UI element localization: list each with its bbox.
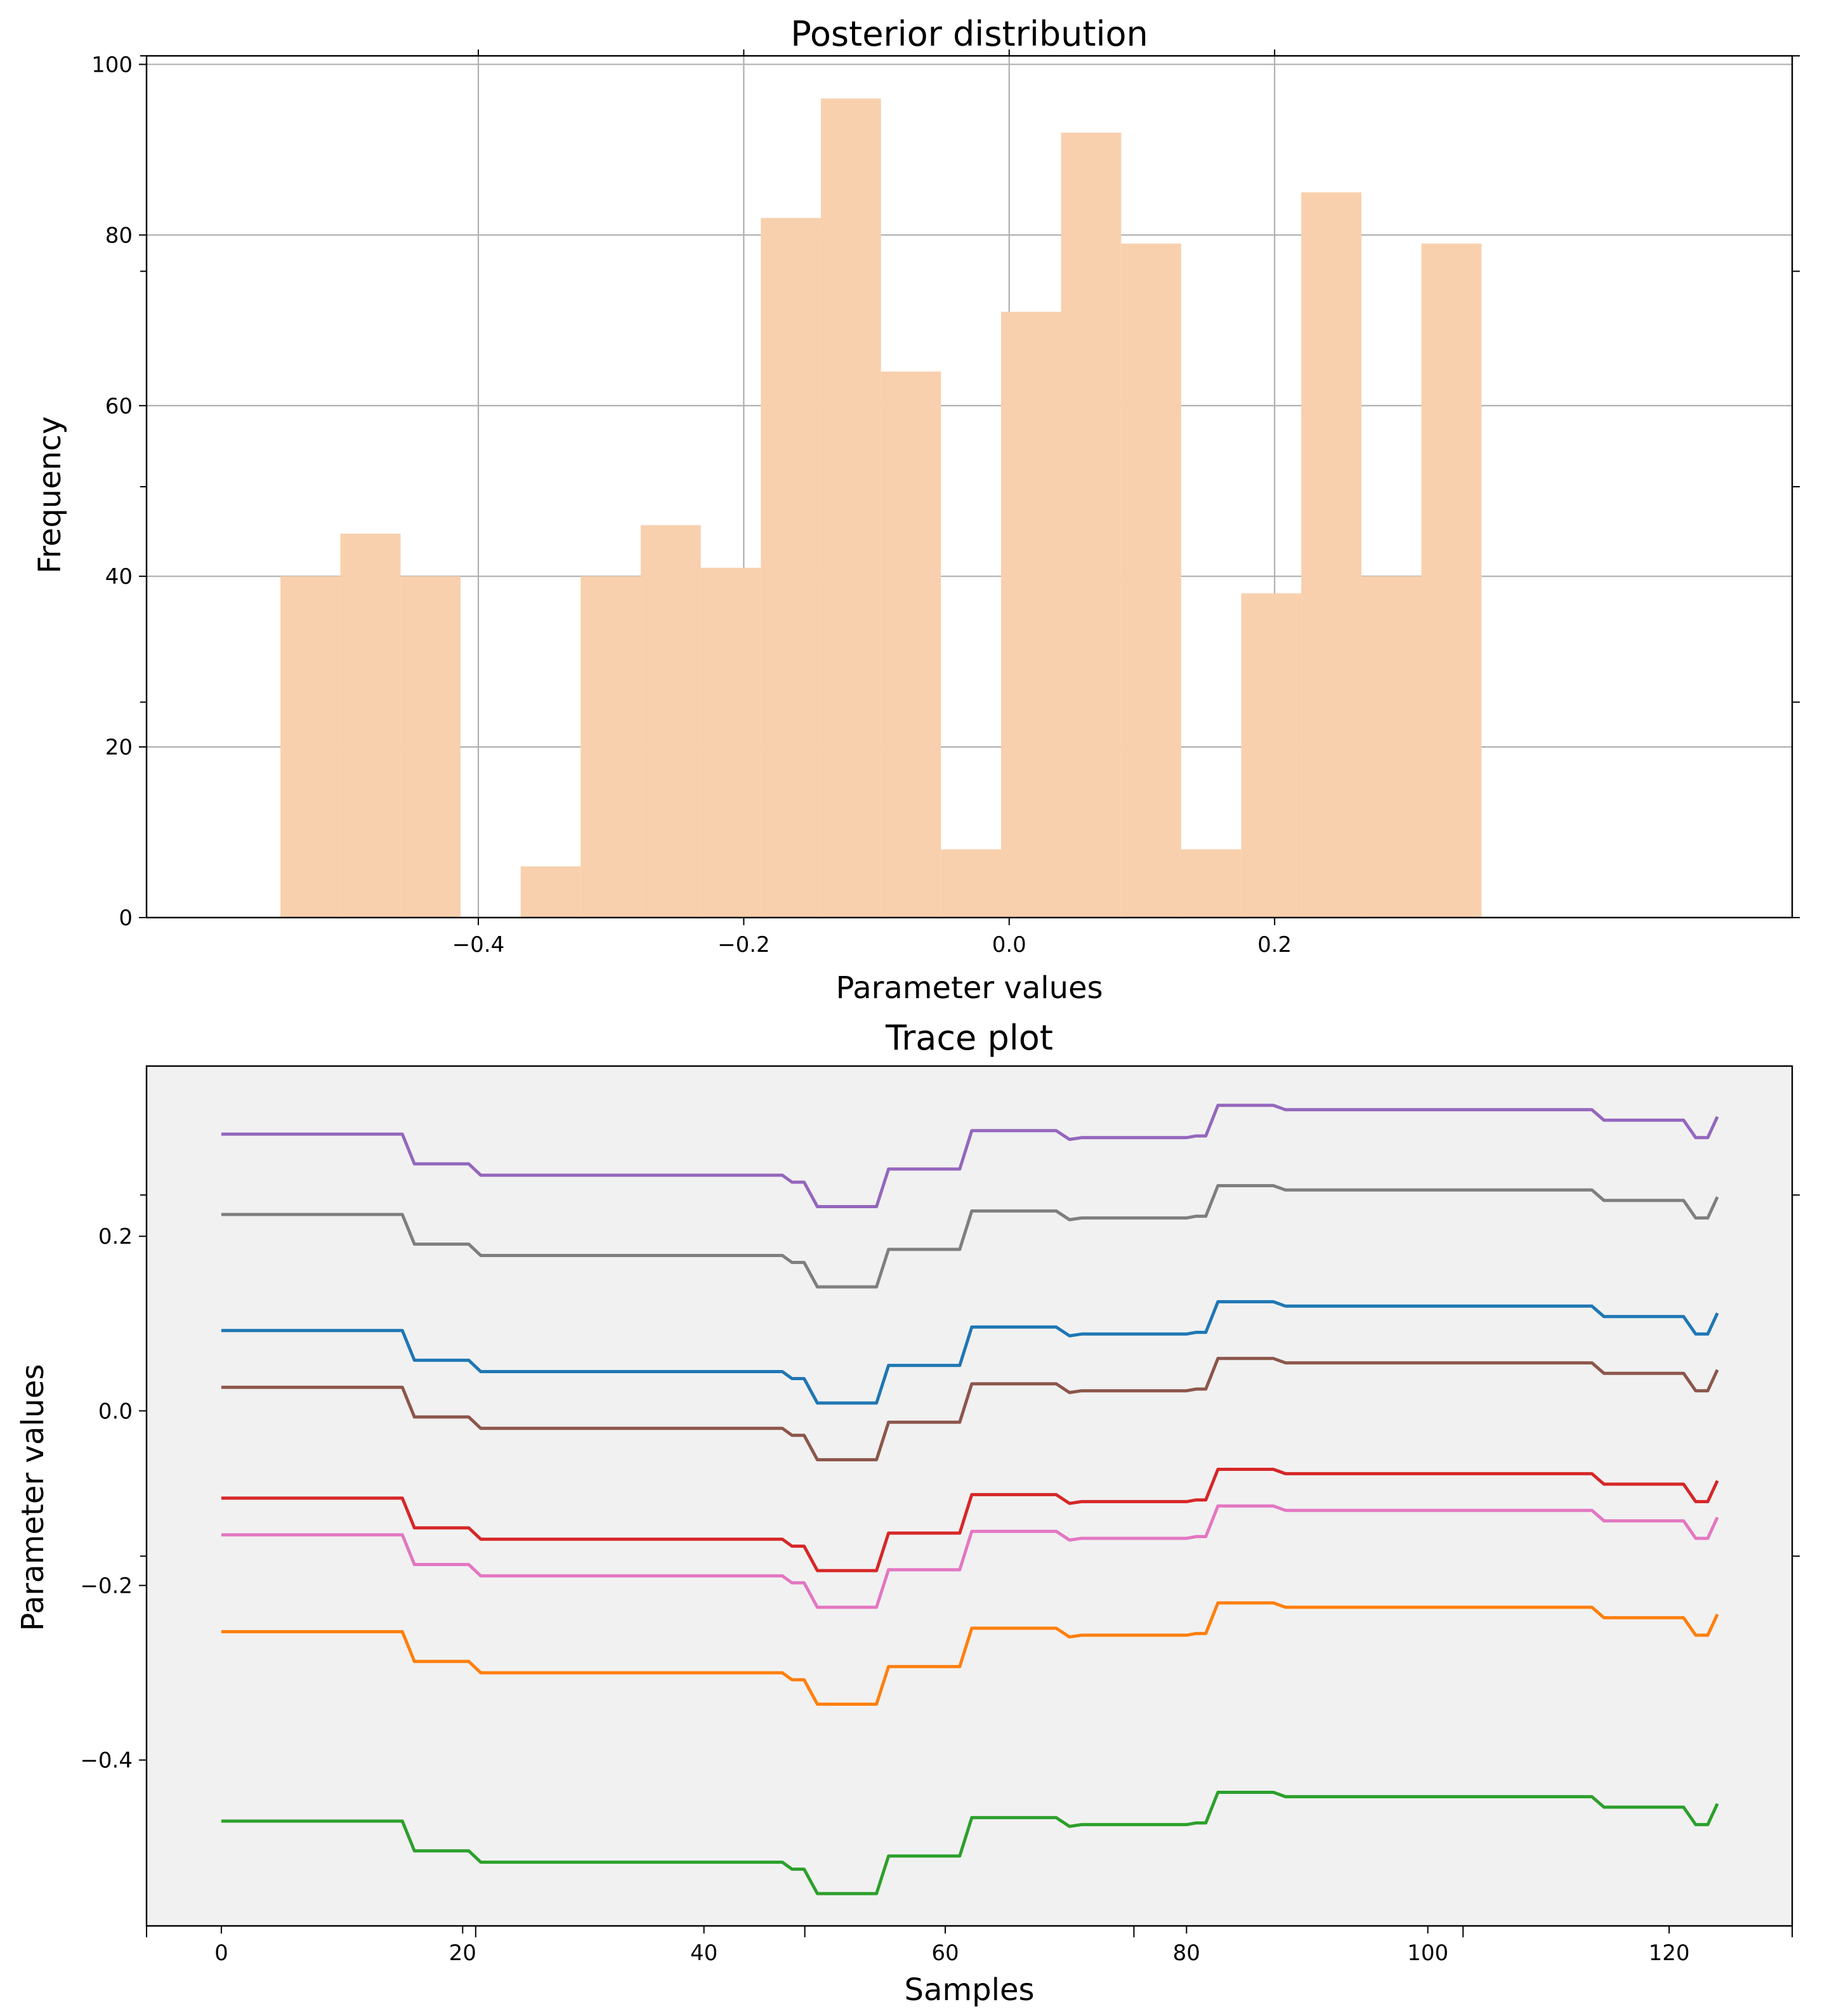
trace-series-line (221, 1601, 1719, 1706)
trace-background (147, 1066, 1792, 1926)
histogram-bar (1061, 133, 1122, 918)
trace-ytick-label: 0.2 (98, 1224, 133, 1249)
trace-xtick-label: 0 (214, 1940, 228, 1966)
histogram-bar (700, 567, 761, 918)
trace-xtick-label: 80 (1173, 1940, 1200, 1966)
histogram-ytick-label: 60 (105, 393, 133, 419)
trace-series-line (221, 1504, 1719, 1609)
histogram-xtick-label: 0.2 (1257, 932, 1292, 958)
histogram-bar (641, 525, 701, 918)
trace-xtick-label: 120 (1649, 1940, 1690, 1966)
histogram-bar (941, 849, 1001, 918)
histogram-ytick-label: 40 (105, 564, 133, 590)
trace-series-line (221, 1184, 1719, 1289)
histogram-bar (520, 866, 581, 918)
trace-series-line (221, 1357, 1719, 1461)
trace-xlabel: Samples (905, 1972, 1035, 2008)
trace-series-line (221, 1300, 1719, 1405)
histogram-bar (1241, 593, 1302, 918)
trace-xtick-label: 100 (1407, 1940, 1448, 1966)
histogram-ytick-label: 100 (91, 52, 133, 77)
trace-ytick-label: −0.4 (80, 1748, 133, 1774)
histogram-bar (1361, 576, 1422, 918)
trace-series-line (221, 1468, 1719, 1572)
trace-ytick-label: −0.2 (80, 1574, 133, 1599)
histogram-ytick-label: 20 (105, 735, 133, 760)
histogram-bars (280, 98, 1482, 918)
histogram-bar (1301, 192, 1361, 918)
trace-xtick-label: 60 (931, 1940, 959, 1966)
histogram-bar (400, 576, 461, 918)
histogram-bar (280, 576, 341, 918)
histogram-bar (580, 576, 641, 918)
trace-series-line (221, 1104, 1719, 1208)
trace-series-line (221, 1791, 1719, 1895)
histogram-ylabel: Frequency (32, 416, 68, 574)
trace-ylabel: Parameter values (15, 1364, 51, 1631)
histogram-bar (1000, 312, 1061, 918)
histogram-bar (1421, 243, 1482, 918)
histogram-xtick-label: −0.2 (718, 932, 770, 958)
histogram-title: Posterior distribution (790, 14, 1148, 54)
trace-ticks: 0 20 40 60 80 100 120 −0.4 −0.2 0.0 0.2 (80, 1194, 1800, 1966)
histogram-panel: −0.4 −0.2 0.0 0.2 0 20 40 60 80 100 Posterior dis… (32, 14, 1800, 1006)
histogram-bar (340, 533, 401, 918)
histogram-bar (820, 98, 881, 918)
trace-xtick-label: 40 (690, 1940, 718, 1966)
histogram-bar (1181, 849, 1242, 918)
histogram-xtick-label: −0.4 (452, 932, 505, 958)
histogram-ytick-label: 0 (119, 906, 133, 931)
histogram-bar (881, 371, 941, 918)
trace-panel: 0 20 40 60 80 100 120 −0.4 −0.2 0.0 0.2 Trace plot… (15, 1018, 1800, 2008)
histogram-bar (1121, 243, 1181, 918)
trace-axes-frame (145, 1065, 1793, 1927)
trace-title: Trace plot (885, 1018, 1053, 1058)
histogram-ytick-label: 80 (105, 223, 133, 248)
histogram-bar (761, 218, 821, 918)
histogram-xlabel: Parameter values (836, 970, 1103, 1006)
trace-xtick-label: 20 (449, 1940, 476, 1966)
histogram-xtick-label: 0.0 (992, 932, 1026, 958)
histogram-ticks: −0.4 −0.2 0.0 0.2 0 20 40 60 80 100 (91, 49, 1800, 958)
trace-ytick-label: 0.0 (98, 1399, 133, 1424)
trace-lines (221, 1104, 1719, 1895)
